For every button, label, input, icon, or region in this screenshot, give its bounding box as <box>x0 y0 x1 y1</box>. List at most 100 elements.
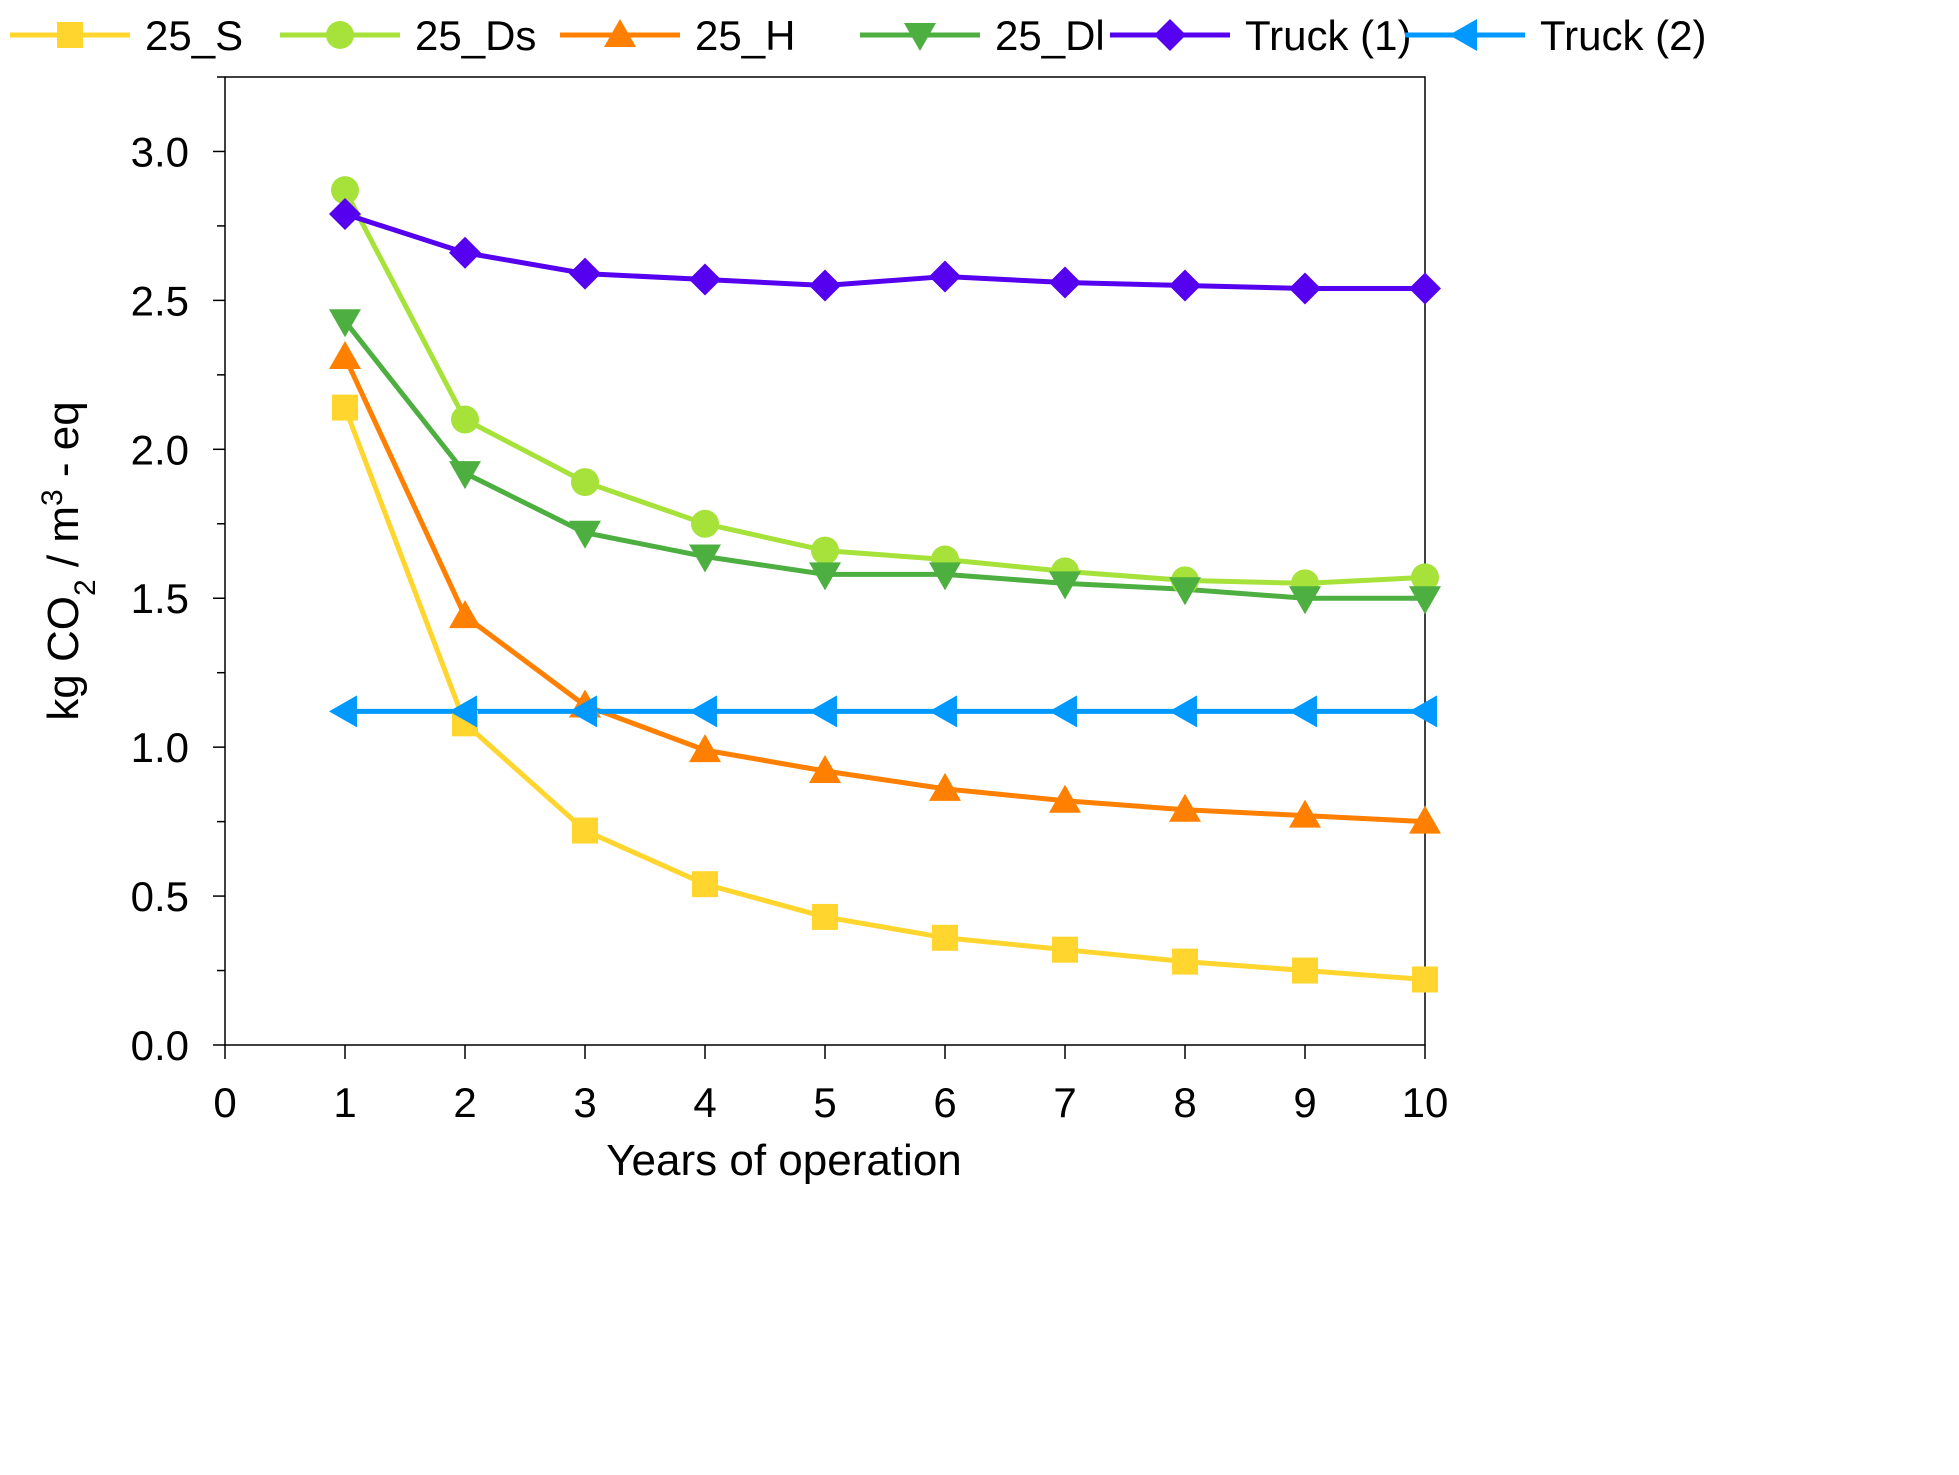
y-axis-title-suffix: - eq <box>39 401 88 489</box>
data-point-25-dl <box>929 562 961 591</box>
legend-swatch-marker <box>1449 19 1477 51</box>
legend-label: 25_Dl <box>995 12 1105 59</box>
data-point-25-dl <box>1409 586 1441 615</box>
data-point-truck-1 <box>449 236 481 269</box>
legend-item-25-ds: 25_Ds <box>280 12 536 59</box>
legend-item-truck-1: Truck (1) <box>1110 12 1411 59</box>
series-lines <box>342 189 1426 982</box>
x-tick-label: 10 <box>1402 1079 1449 1126</box>
y-axis-title-prefix: kg CO <box>39 596 88 721</box>
y-axis-title: kg CO2 / m3 - eq <box>36 401 102 720</box>
x-tick-label: 7 <box>1053 1079 1076 1126</box>
data-point-25-h <box>929 772 961 801</box>
data-point-25-s <box>932 924 958 951</box>
legend-swatch-marker <box>1154 19 1186 51</box>
data-point-truck-2 <box>1049 695 1077 728</box>
y-tick-label: 2.5 <box>131 277 189 324</box>
data-point-25-ds <box>331 176 359 205</box>
data-point-25-dl <box>569 520 601 549</box>
legend-item-truck-2: Truck (2) <box>1405 12 1706 59</box>
legend: 25_S 25_Ds 25_H 25_Dl Truck (1) Truck (2) <box>10 12 1706 59</box>
y-axis: 0.0 0.5 1.0 1.5 2.0 2.5 3.0 <box>131 76 225 1069</box>
data-point-25-ds <box>811 536 839 565</box>
data-point-25-s <box>1292 957 1318 984</box>
data-point-25-dl <box>1169 577 1201 606</box>
y-tick-label: 2.0 <box>131 426 189 473</box>
legend-label: 25_Ds <box>415 12 536 59</box>
data-point-truck-2 <box>929 695 957 728</box>
data-point-truck-1 <box>329 198 361 231</box>
data-point-25-s <box>1052 936 1078 963</box>
data-point-25-h <box>1409 805 1441 834</box>
data-point-25-dl <box>449 461 481 490</box>
y-tick-label: 0.0 <box>131 1022 189 1069</box>
series-markers <box>329 176 1441 993</box>
data-point-truck-1 <box>1289 272 1321 305</box>
data-point-truck-2 <box>1409 695 1437 728</box>
data-point-25-h <box>329 340 361 369</box>
data-point-truck-1 <box>809 269 841 302</box>
data-point-25-h <box>1169 793 1201 822</box>
legend-item-25-h: 25_H <box>560 12 795 59</box>
x-tick-label: 3 <box>573 1079 596 1126</box>
data-point-25-s <box>332 394 358 421</box>
y-tick-label: 1.0 <box>131 724 189 771</box>
data-point-25-h <box>449 600 481 629</box>
y-axis-title-middle: / m <box>39 506 88 579</box>
legend-label: 25_S <box>145 12 243 59</box>
x-tick-label: 8 <box>1173 1079 1196 1126</box>
legend-item-25-dl: 25_Dl <box>860 12 1105 59</box>
data-point-25-dl <box>329 309 361 338</box>
data-point-truck-2 <box>449 695 477 728</box>
x-axis: 0 1 2 3 4 5 6 7 8 9 10 <box>213 1045 1448 1126</box>
data-point-truck-2 <box>569 695 597 728</box>
data-point-truck-2 <box>329 695 357 728</box>
data-point-25-dl <box>1289 586 1321 615</box>
data-point-truck-1 <box>1049 266 1081 299</box>
x-tick-label: 4 <box>693 1079 716 1126</box>
data-point-truck-1 <box>929 260 961 293</box>
series-line-25-h <box>342 355 1426 825</box>
y-tick-label: 1.5 <box>131 575 189 622</box>
data-point-truck-2 <box>1289 695 1317 728</box>
data-point-25-dl <box>689 544 721 573</box>
series-line-25-dl <box>343 319 1425 601</box>
data-point-truck-1 <box>569 257 601 290</box>
y-tick-label: 3.0 <box>131 128 189 175</box>
data-point-truck-1 <box>1169 269 1201 302</box>
series-line-25-ds <box>342 189 1426 586</box>
data-point-25-ds <box>451 405 479 434</box>
data-point-25-h <box>809 754 841 783</box>
legend-swatch-marker <box>604 19 636 47</box>
data-point-25-s <box>1172 948 1198 975</box>
data-point-25-ds <box>691 509 719 538</box>
legend-label: 25_H <box>695 12 795 59</box>
data-point-25-h <box>689 734 721 763</box>
data-point-25-s <box>692 871 718 898</box>
data-point-truck-1 <box>689 263 721 296</box>
data-point-truck-2 <box>809 695 837 728</box>
data-point-truck-2 <box>689 695 717 728</box>
data-point-25-ds <box>1411 563 1439 592</box>
x-tick-label: 2 <box>453 1079 476 1126</box>
data-point-25-h <box>1289 799 1321 828</box>
legend-label: Truck (1) <box>1245 12 1411 59</box>
x-tick-label: 1 <box>333 1079 356 1126</box>
y-axis-title-superscript: 3 <box>36 489 69 506</box>
data-point-25-s <box>812 903 838 930</box>
x-tick-label: 5 <box>813 1079 836 1126</box>
legend-label: Truck (2) <box>1540 12 1706 59</box>
data-point-25-s <box>1412 966 1438 993</box>
x-axis-title: Years of operation <box>606 1136 962 1185</box>
data-point-25-dl <box>1049 571 1081 600</box>
x-tick-label: 9 <box>1293 1079 1316 1126</box>
data-point-25-ds <box>571 468 599 497</box>
legend-swatch-marker <box>904 23 936 51</box>
data-point-truck-2 <box>1169 695 1197 728</box>
series-line-truck-1 <box>344 211 1425 291</box>
legend-swatch-marker <box>326 21 354 49</box>
data-point-25-h <box>1049 784 1081 813</box>
data-point-25-dl <box>809 562 841 591</box>
y-tick-label: 0.5 <box>131 873 189 920</box>
